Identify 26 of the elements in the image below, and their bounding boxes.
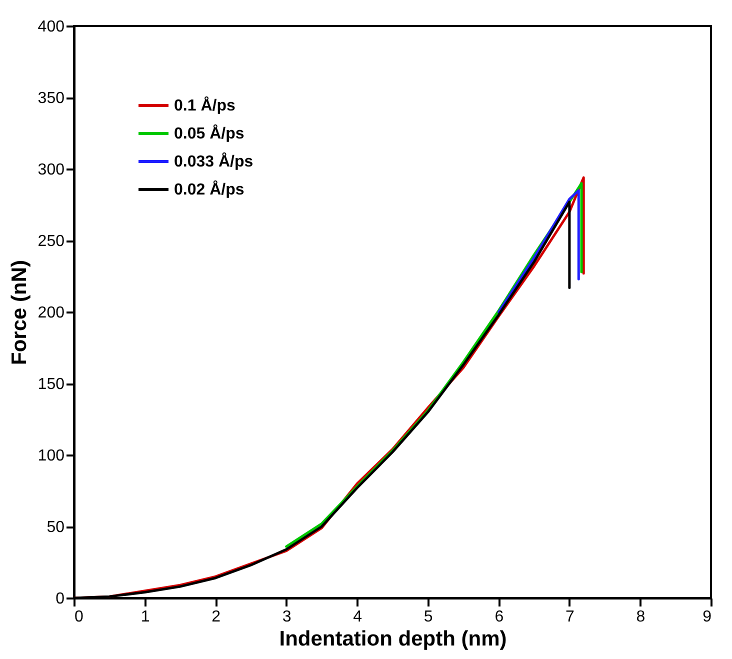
x-tick-label: 0 bbox=[74, 608, 84, 626]
x-tick-label: 8 bbox=[636, 608, 646, 626]
y-tick-label: 250 bbox=[38, 233, 65, 250]
legend-label: 0.02 Å/ps bbox=[174, 180, 244, 198]
x-tick-label: 2 bbox=[212, 608, 221, 626]
legend-label: 0.033 Å/ps bbox=[174, 152, 254, 170]
x-tick-label: 6 bbox=[494, 608, 504, 626]
x-axis-title: Indentation depth (nm) bbox=[279, 628, 507, 650]
x-tick-label: 1 bbox=[140, 608, 150, 626]
y-tick-label: 150 bbox=[38, 376, 65, 393]
y-tick-label: 0 bbox=[56, 590, 65, 608]
y-tick-label: 200 bbox=[38, 304, 65, 322]
x-tick-label: 7 bbox=[565, 608, 574, 626]
legend-label: 0.05 Å/ps bbox=[174, 124, 244, 142]
y-axis-title: Force (nN) bbox=[8, 260, 31, 365]
y-tick-label: 100 bbox=[38, 448, 65, 464]
x-tick-label: 9 bbox=[702, 608, 712, 626]
y-tick-label: 400 bbox=[38, 18, 65, 36]
x-tick-label: 5 bbox=[424, 608, 433, 626]
y-tick-label: 300 bbox=[38, 162, 65, 178]
x-tick-label: 4 bbox=[353, 608, 362, 626]
x-tick-label: 3 bbox=[282, 608, 292, 626]
y-tick-label: 350 bbox=[38, 90, 65, 107]
legend-label: 0.1 Å/ps bbox=[174, 96, 236, 114]
line-series bbox=[497, 189, 580, 314]
y-tick-label: 50 bbox=[46, 519, 65, 536]
